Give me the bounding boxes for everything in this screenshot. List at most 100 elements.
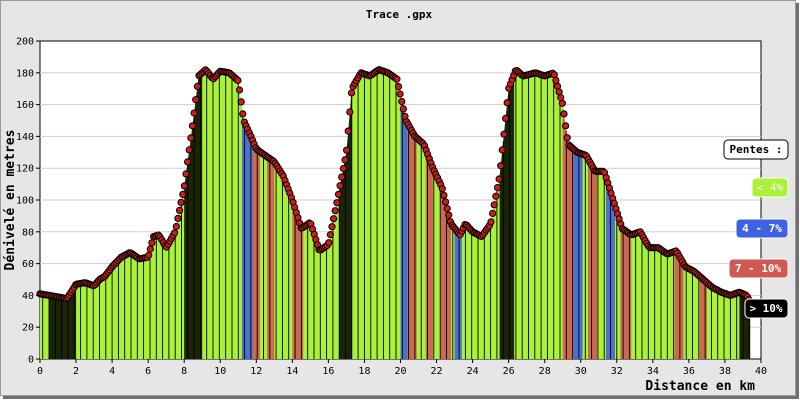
elevation-marker-184 <box>334 190 343 198</box>
y-tick-label-7: 140 <box>16 132 34 143</box>
slope-band-1 <box>184 72 203 360</box>
x-tick-label-20: 40 <box>755 366 767 377</box>
slope-band-19 <box>699 276 707 359</box>
slope-band-7 <box>400 95 408 359</box>
elevation-marker-125 <box>239 110 247 118</box>
y-tick-label-5: 100 <box>16 196 34 207</box>
elevation-marker-89 <box>180 182 188 190</box>
elevation-marker-285 <box>498 146 506 154</box>
x-tick-label-14: 28 <box>539 366 551 377</box>
y-tick-label-2: 40 <box>22 291 34 302</box>
slope-band-9 <box>425 149 433 359</box>
elevation-marker-281 <box>492 192 500 200</box>
elevation-marker-251 <box>443 204 451 213</box>
elevation-marker-279 <box>489 209 497 217</box>
elevation-marker-178 <box>325 239 333 247</box>
elevation-marker-324 <box>562 122 570 130</box>
elevation-marker-84 <box>172 222 180 231</box>
y-tick-label-4: 80 <box>22 227 34 238</box>
chart-title: Trace .gpx <box>366 8 433 21</box>
legend-item-lt4: < 4% <box>751 177 789 198</box>
legend-item-gt10-label: > 10% <box>749 302 782 315</box>
x-tick-label-5: 10 <box>214 366 226 377</box>
elevation-marker-223 <box>398 97 406 106</box>
slope-band-15 <box>588 158 597 359</box>
elevation-marker-250 <box>442 198 450 206</box>
elevation-marker-124 <box>237 98 245 106</box>
y-tick-label-6: 120 <box>16 164 34 175</box>
slope-band-14 <box>573 149 583 359</box>
elevation-marker-91 <box>184 158 192 166</box>
legend-item-gt10: > 10% <box>744 298 789 319</box>
elevation-marker-183 <box>333 199 341 207</box>
elevation-marker-220 <box>393 75 401 83</box>
slope-band-0 <box>49 284 77 359</box>
slope-band-3 <box>252 140 260 359</box>
elevation-marker-191 <box>346 108 354 116</box>
elevation-marker-182 <box>331 207 339 215</box>
y-axis-label: Dénivelé en metres <box>3 130 18 271</box>
x-tick-label-18: 36 <box>683 366 695 377</box>
legend-item-7-10: 7 - 10% <box>728 258 789 279</box>
x-tick-label-16: 32 <box>611 366 623 377</box>
elevation-marker-86 <box>175 206 184 214</box>
elevation-marker-123 <box>235 86 244 94</box>
y-tick-label-1: 20 <box>22 323 34 334</box>
elevation-marker-249 <box>440 191 448 199</box>
elevation-marker-189 <box>343 146 351 154</box>
y-tick-label-3: 60 <box>22 259 34 270</box>
elevation-marker-188 <box>341 156 349 164</box>
x-tick-label-13: 26 <box>503 366 515 377</box>
x-tick-label-17: 34 <box>647 366 659 377</box>
elevation-marker-122 <box>234 76 242 85</box>
elevation-marker-180 <box>328 223 336 231</box>
slope-band-10 <box>440 183 451 359</box>
x-tick-label-19: 38 <box>719 366 731 377</box>
elevation-marker-87 <box>177 198 185 206</box>
elevation-marker-186 <box>338 173 346 181</box>
elevation-sticks <box>42 69 750 359</box>
x-tick-label-0: 0 <box>37 366 43 377</box>
elevation-marker-192 <box>347 89 356 97</box>
elevation-marker-90 <box>182 170 190 178</box>
legend-item-4-7-label: 4 - 7% <box>742 222 782 235</box>
y-tick-label-9: 180 <box>16 68 34 79</box>
elevation-marker-248 <box>438 185 446 193</box>
x-tick-label-12: 24 <box>467 366 479 377</box>
y-axis-ticks: 0 20 40 60 80 100 120 140 160 180 200 <box>16 37 40 366</box>
elevation-marker-325 <box>563 134 571 142</box>
elevation-marker-96 <box>192 96 200 104</box>
slope-band-8 <box>407 123 417 359</box>
x-tick-label-4: 8 <box>181 366 187 377</box>
elevation-marker-252 <box>445 211 453 219</box>
legend-item-4-7: 4 - 7% <box>735 218 789 239</box>
legend-title-box: Pentes : <box>723 139 789 160</box>
elevation-marker-287 <box>502 114 510 123</box>
y-tick-label-10: 200 <box>16 37 34 48</box>
elevation-marker-93 <box>187 134 195 142</box>
elevation-marker-286 <box>500 130 508 138</box>
elevation-marker-95 <box>190 109 198 117</box>
elevation-marker-222 <box>396 90 404 98</box>
elevation-marker-68 <box>146 245 154 253</box>
elevation-marker-190 <box>344 127 352 135</box>
elevation-marker-92 <box>185 146 193 154</box>
elevation-marker-181 <box>330 215 338 223</box>
elevation-marker-288 <box>503 99 511 107</box>
elevation-marker-83 <box>171 229 179 237</box>
elevation-marker-322 <box>558 99 567 107</box>
elevation-marker-221 <box>394 83 403 91</box>
legend-item-lt4-label: < 4% <box>757 181 784 194</box>
elevation-marker-283 <box>495 175 503 183</box>
elevation-marker-280 <box>490 201 498 209</box>
slope-band-18 <box>674 250 684 359</box>
x-tick-label-6: 12 <box>250 366 262 377</box>
x-axis-ticks: 0 2 4 6 8 10 12 14 16 18 20 22 24 26 28 30 32 34 36 38 40 <box>37 359 767 377</box>
legend-item-7-10-label: 7 - 10% <box>735 262 782 275</box>
x-tick-label-10: 20 <box>394 366 406 377</box>
x-tick-label-8: 16 <box>322 366 334 377</box>
legend-title: Pentes : <box>730 143 783 156</box>
x-tick-label-1: 2 <box>73 366 79 377</box>
slope-band-13 <box>562 104 574 359</box>
